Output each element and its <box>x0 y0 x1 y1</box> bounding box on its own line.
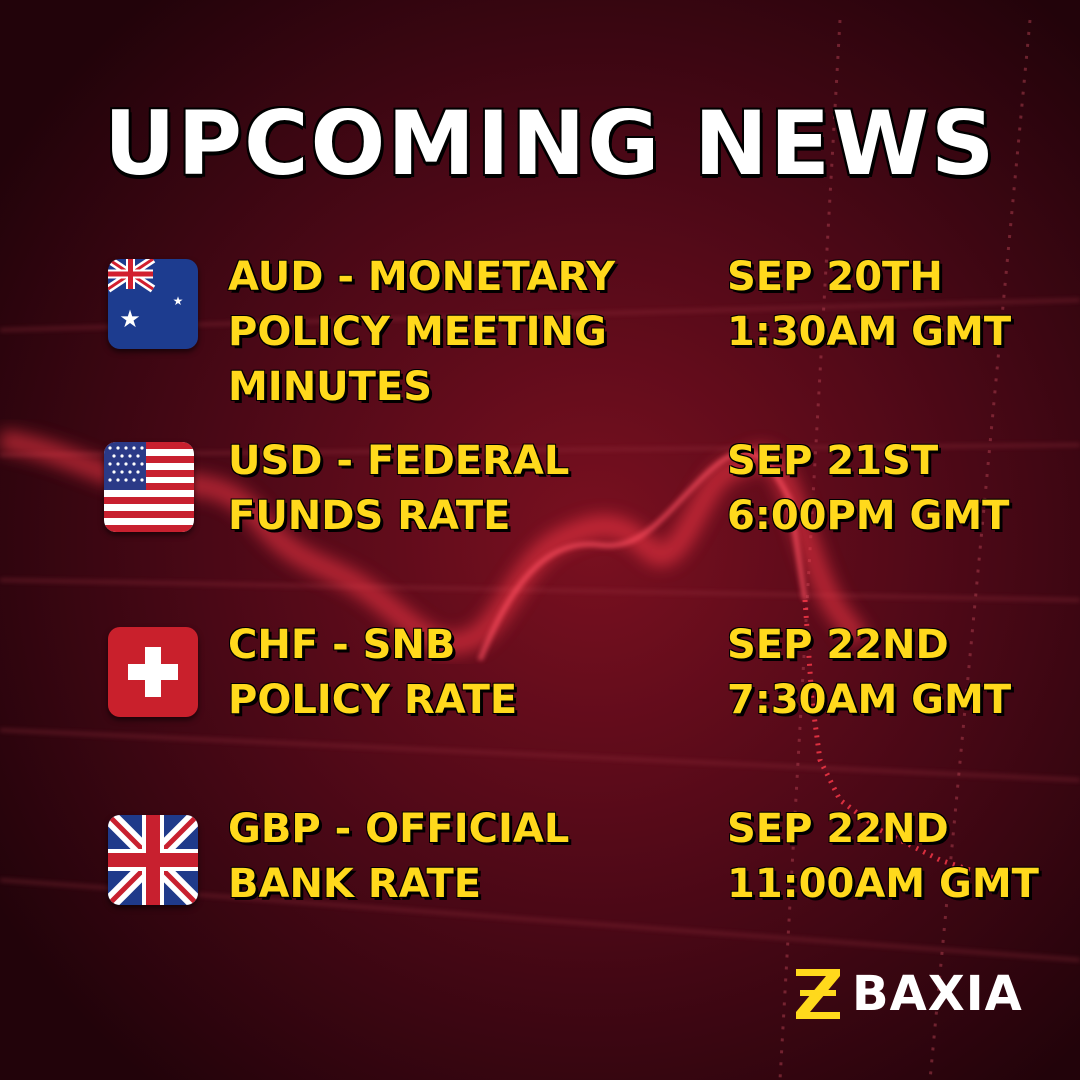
event-time: 11:00AM GMT <box>727 861 1039 907</box>
svg-text:★: ★ <box>173 294 184 308</box>
event-title: CHF - SNB POLICY RATE <box>228 622 518 723</box>
event-date: SEP 21ST <box>727 438 939 484</box>
event-date: SEP 22ND <box>727 806 949 852</box>
baxia-logo-icon <box>796 969 840 1019</box>
page-title: UPCOMING NEWS <box>104 92 997 195</box>
event-date: SEP 22ND <box>727 622 949 668</box>
usa-flag-icon <box>104 442 194 532</box>
event-title: USD - FEDERAL FUNDS RATE <box>228 438 570 539</box>
event-time: 6:00PM GMT <box>727 493 1010 539</box>
event-title: GBP - OFFICIAL BANK RATE <box>228 806 570 907</box>
brand-logo: BAXIA <box>796 966 1023 1022</box>
australia-flag-icon: ★ ★ <box>108 259 198 349</box>
svg-text:★: ★ <box>119 305 141 333</box>
event-time: 7:30AM GMT <box>727 677 1012 723</box>
switzerland-flag-icon <box>108 627 198 717</box>
event-date: SEP 20TH <box>727 254 943 300</box>
uk-flag-icon <box>108 815 198 905</box>
event-title: AUD - MONETARY POLICY MEETING MINUTES <box>228 254 616 410</box>
event-time: 1:30AM GMT <box>727 309 1012 355</box>
brand-name: BAXIA <box>852 966 1023 1022</box>
